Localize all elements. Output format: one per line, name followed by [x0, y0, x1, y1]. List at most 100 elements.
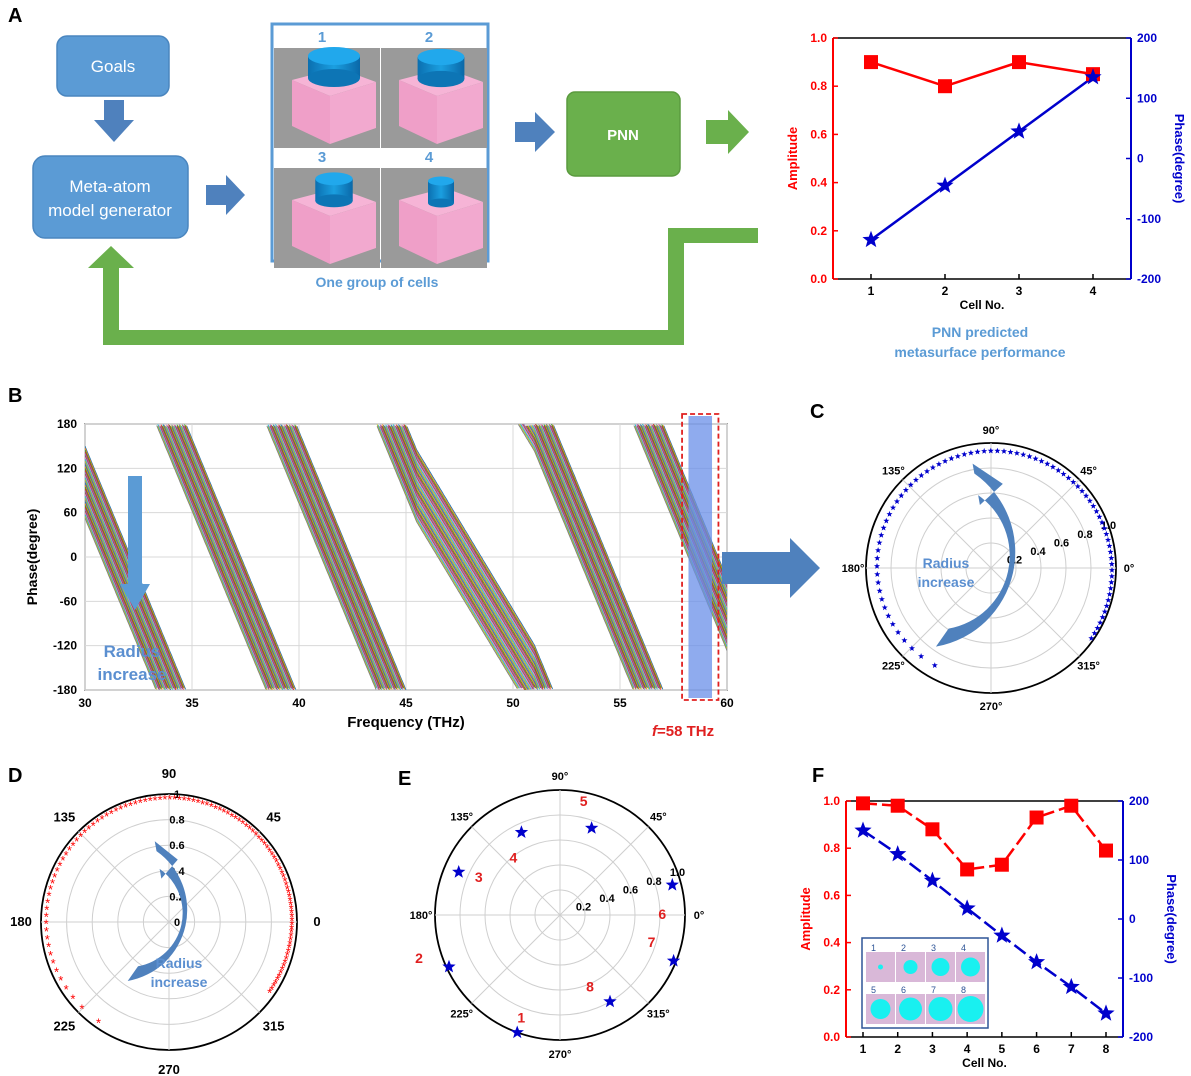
block-left	[292, 80, 330, 144]
polar-asterisk-marker: *	[45, 895, 50, 910]
x-tick-label: 35	[185, 696, 199, 710]
polar-asterisk-marker: *	[262, 838, 267, 853]
polar-asterisk-marker: *	[104, 809, 109, 824]
polar-star-marker	[1000, 448, 1007, 454]
inset-disk	[870, 999, 891, 1019]
polar-asterisk-marker: *	[123, 800, 128, 815]
polar-star-marker	[1044, 460, 1051, 467]
polar-star-marker	[893, 498, 900, 505]
radius-label-1: Radius	[923, 555, 970, 571]
point-label: 5	[580, 793, 588, 809]
polar-asterisk-marker: *	[55, 864, 60, 879]
polar-asterisk-marker: *	[244, 819, 249, 834]
phase-curve	[85, 425, 727, 690]
polar-asterisk-marker: *	[148, 794, 153, 809]
right-tick-label: -200	[1137, 272, 1161, 286]
phase-marker	[854, 821, 872, 838]
y-tick-label: 120	[57, 461, 77, 475]
polar-asterisk-marker: *	[48, 882, 53, 897]
green-arrow-icon	[706, 110, 749, 154]
radius-label-2: increase	[151, 974, 208, 990]
x-tick-label: 50	[506, 696, 520, 710]
polar-asterisk-marker: *	[44, 902, 49, 917]
right-tick-label: 200	[1137, 31, 1157, 45]
panel-e: E 90° 45° 0° 315° 270° 225° 180° 135° 0.2 0.4 0.6 0…	[398, 768, 704, 1061]
polar-star-marker	[1106, 542, 1113, 549]
polar-star-marker	[1105, 536, 1112, 543]
polar-angle-label: 315°	[647, 1008, 670, 1020]
phase-curve	[85, 424, 727, 690]
polar-asterisk-marker: *	[52, 870, 57, 885]
polar-star-marker	[1101, 608, 1108, 615]
amplitude-marker	[1064, 798, 1079, 813]
polar-star-marker	[1093, 508, 1100, 514]
polar-star-marker	[1007, 448, 1014, 455]
polar-star-marker	[874, 571, 881, 577]
pnn-box	[566, 91, 681, 177]
inset-disk	[899, 997, 922, 1021]
polar-star-marker	[1108, 573, 1115, 579]
phase-line	[862, 829, 1107, 1015]
left-axis-label: Amplitude	[798, 887, 813, 951]
polar-asterisk-marker: *	[281, 959, 286, 974]
polar-star-marker	[1108, 554, 1115, 561]
polar-star-marker	[1103, 602, 1110, 609]
x-tick-label: 5	[999, 1042, 1006, 1056]
phase-curve	[85, 424, 727, 690]
polar-star-marker	[981, 447, 988, 454]
polar-star-marker	[929, 464, 936, 471]
cylinder-top	[428, 176, 454, 186]
polar-asterisk-marker: *	[45, 932, 50, 947]
generator-label-1: Meta-atom	[69, 177, 150, 196]
polar-angle-label: 180°	[842, 563, 865, 575]
radius-arrow-head-icon	[120, 584, 150, 610]
radius-label-1: Radius	[156, 955, 203, 971]
polar-asterisk-marker: *	[177, 793, 182, 808]
right-arrow-icon-3	[722, 538, 820, 598]
polar-star-marker	[875, 579, 882, 586]
polar-asterisk-marker: *	[54, 965, 59, 980]
left-tick-label: 0.0	[810, 272, 827, 286]
point-label: 3	[475, 869, 483, 885]
polar-star-marker	[514, 825, 529, 838]
right-tick-label: 100	[1137, 91, 1157, 105]
cylinder-top	[315, 172, 353, 186]
polar-asterisk-marker: *	[278, 966, 283, 981]
polar-spoke	[902, 567, 992, 657]
polar-asterisk-marker: *	[58, 973, 63, 988]
polar-star-marker	[1032, 455, 1039, 462]
left-tick-label: 0.0	[823, 1030, 840, 1044]
polar-radial-label: 0.2	[576, 901, 591, 913]
polar-asterisk-marker: *	[287, 894, 292, 909]
phase-curve	[85, 424, 727, 690]
performance-caption-2: metasurface performance	[894, 344, 1065, 360]
polar-star-marker	[1099, 614, 1106, 620]
polar-asterisk-marker: *	[280, 963, 285, 978]
cylinder-bottom	[315, 194, 353, 208]
polar-spoke	[471, 914, 561, 1004]
right-axis-label: Phase(degree)	[1172, 114, 1187, 204]
polar-star-marker	[1094, 624, 1101, 631]
polar-star-marker	[1074, 483, 1081, 490]
polar-star-marker	[874, 563, 880, 569]
polar-angle-label: 90°	[552, 771, 569, 783]
panel-b: B 30 35 40 45 50 55 60 180 120 60 0 -60 -120 -180 Freq…	[8, 385, 820, 740]
polar-radial-label: 0.8	[1077, 529, 1092, 541]
pnn-label: PNN	[607, 127, 639, 144]
phase-marker	[923, 871, 941, 888]
phase-marker	[958, 899, 976, 916]
polar-star-marker	[954, 453, 961, 459]
right-tick-label: 0	[1137, 152, 1144, 166]
polar-asterisk-marker: *	[44, 924, 49, 939]
polar-spoke	[168, 921, 260, 1013]
polar-asterisk-marker: *	[284, 952, 289, 967]
y-tick-label: 0	[70, 550, 77, 564]
polar-star-marker	[878, 596, 885, 602]
polar-asterisk-marker: *	[48, 948, 53, 963]
phase-curve	[85, 424, 727, 690]
polar-asterisk-marker: *	[273, 976, 278, 991]
amplitude-marker	[864, 55, 878, 70]
polar-star-marker	[1065, 474, 1072, 481]
polar-asterisk-marker: *	[259, 834, 264, 849]
